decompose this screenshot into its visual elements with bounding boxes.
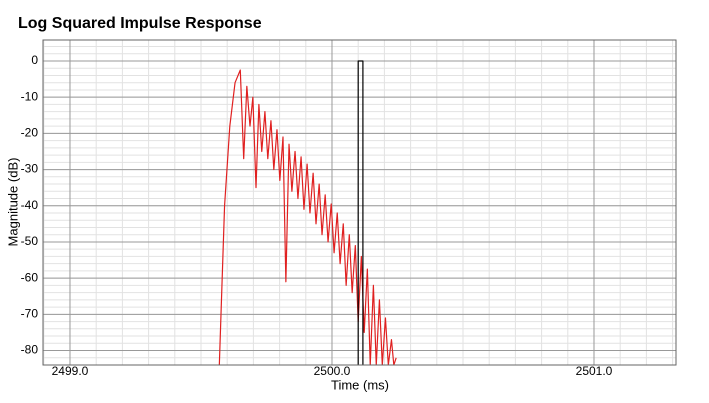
y-tick-label: -80 <box>21 343 39 357</box>
series-line <box>218 69 397 365</box>
y-tick-label: -40 <box>21 198 39 212</box>
y-tick-label: -50 <box>21 234 39 248</box>
x-axis-label: Time (ms) <box>331 377 389 392</box>
series-line <box>357 60 364 365</box>
y-tick-label: -20 <box>21 126 39 140</box>
x-tick-label: 2500.0 <box>314 364 351 378</box>
y-tick-label: -70 <box>21 307 39 321</box>
x-tick-label: 2499.0 <box>52 364 89 378</box>
y-tick-label: -30 <box>21 162 39 176</box>
chart-title: Log Squared Impulse Response <box>18 15 262 32</box>
y-tick-label: -60 <box>21 270 39 284</box>
plot-area <box>43 40 676 365</box>
x-tick-label: 2501.0 <box>576 364 613 378</box>
plot-frame <box>42 39 677 366</box>
y-tick-label: -10 <box>21 89 39 103</box>
labels: 2499.0 2500.0 2501.0 0 -10 -20 -30 -40 -50 -60 -70… <box>21 53 613 378</box>
y-axis-label: Magnitude (dB) <box>5 158 20 247</box>
y-tick-label: 0 <box>31 53 38 67</box>
marks <box>218 60 397 365</box>
